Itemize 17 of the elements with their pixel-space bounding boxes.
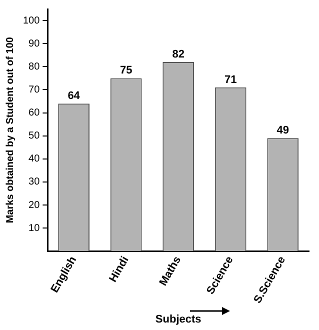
y-tick-label: 70 — [28, 84, 40, 96]
data-label: 71 — [224, 74, 237, 86]
y-tick-label: 90 — [28, 38, 40, 50]
y-tick-label: 50 — [28, 130, 40, 142]
data-label: 82 — [172, 48, 184, 61]
y-tick-label: 100 — [22, 15, 40, 26]
y-tick-label: 30 — [28, 176, 40, 188]
data-label: 49 — [276, 124, 289, 137]
y-axis-title: Marks obtained by a Student out of 100 — [4, 36, 16, 224]
y-tick-label: 60 — [28, 108, 40, 119]
x-axis-title: Subjects — [155, 313, 202, 326]
y-tick-label: 80 — [28, 61, 40, 72]
data-label: 64 — [68, 90, 81, 102]
y-tick-label: 10 — [28, 222, 40, 234]
y-tick-label: 40 — [28, 154, 40, 165]
y-tick-label: 20 — [28, 200, 40, 211]
data-label: 75 — [120, 64, 132, 77]
